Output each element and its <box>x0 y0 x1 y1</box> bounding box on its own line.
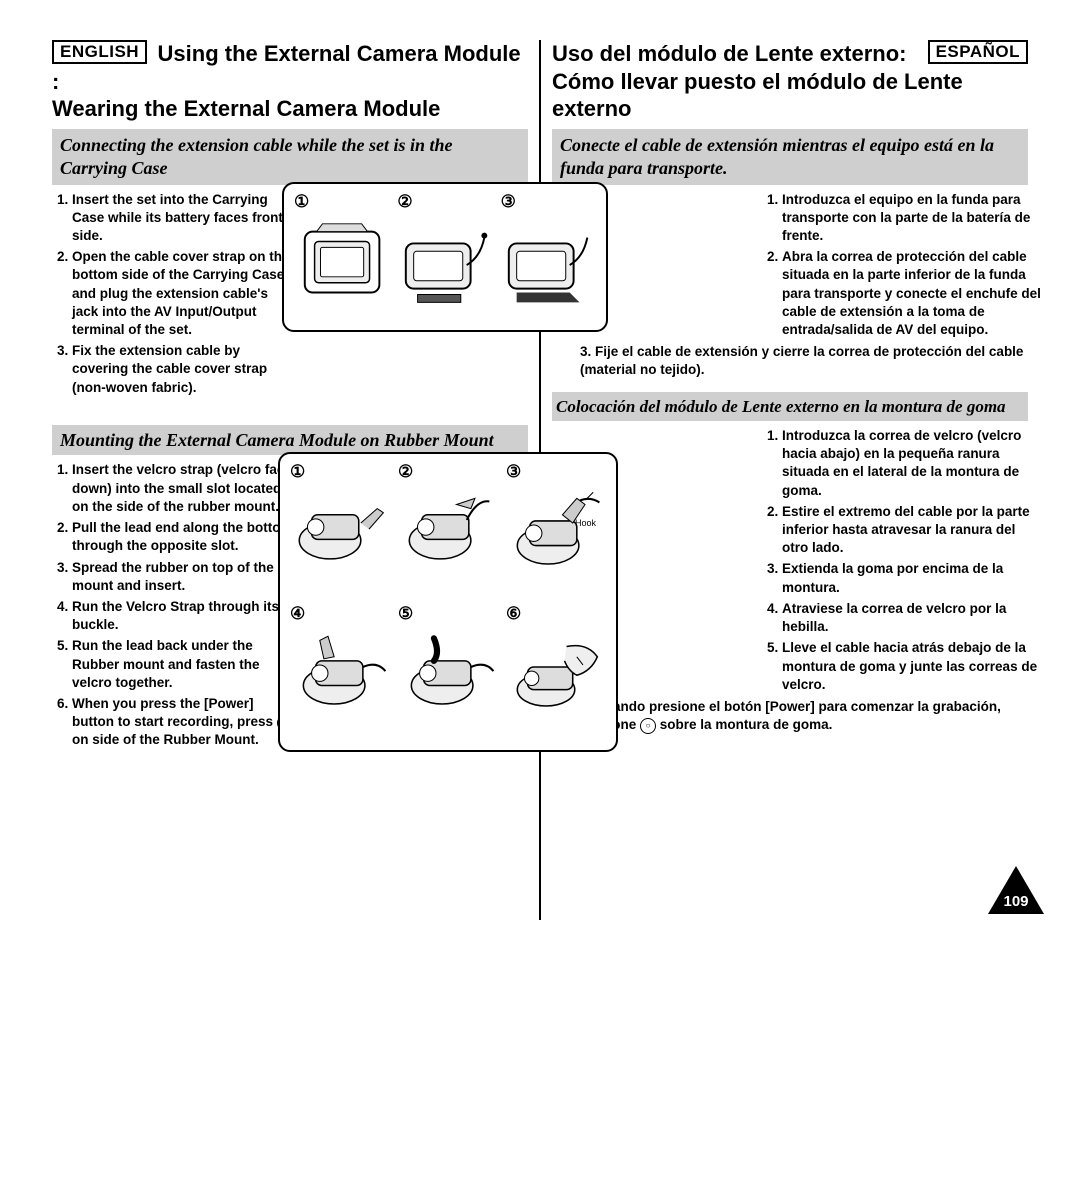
mount-diagram-2 <box>397 484 500 576</box>
sec2-en-step: Run the lead back under the Rubber mount… <box>72 637 294 692</box>
mount-diagram-5 <box>397 626 500 718</box>
mount-diagram-3 <box>505 484 608 576</box>
sec1-heading-es: Conecte el cable de extensión mientras e… <box>552 129 1028 185</box>
carrying-case-diagram-1 <box>293 214 391 312</box>
sec2-steps-en: Insert the velcro strap (velcro face dow… <box>52 461 294 749</box>
fig1-num-3: ③ <box>501 192 516 212</box>
mount-diagram-4 <box>289 626 392 718</box>
sec1-steps-es: Introduzca el equipo en la funda para tr… <box>762 191 1044 340</box>
fig2-num-4: ④ <box>290 604 305 624</box>
sec1-en-step: Open the cable cover strap on the bottom… <box>72 248 294 339</box>
sec2-en-step: Spread the rubber on top of the mount an… <box>72 559 294 595</box>
figure-carrying-case: ① ② ③ <box>282 182 608 332</box>
sec2-es-step: Atraviese la correa de velcro por la heb… <box>782 600 1044 636</box>
carrying-case-diagram-3 <box>499 214 597 312</box>
fig1-num-1: ① <box>294 192 309 212</box>
lang-badge-spanish: ESPAÑOL <box>928 40 1028 64</box>
sec2-heading-en: Mounting the External Camera Module on R… <box>52 425 528 456</box>
sec1-en-step: Fix the extension cable by covering the … <box>72 342 294 397</box>
sec2-en-step: Run the Velcro Strap through its buckle. <box>72 598 294 634</box>
page-number: 109 <box>1003 893 1028 910</box>
fig2-num-2: ② <box>398 462 413 482</box>
fig2-num-6: ⑥ <box>506 604 521 624</box>
sec1-es-step: Introduzca el equipo en la funda para tr… <box>782 191 1044 246</box>
hook-label: Hook <box>575 518 596 528</box>
sec2-heading-es: Colocación del módulo de Lente externo e… <box>552 392 1028 421</box>
sec2-es-step: Estire el extremo del cable por la parte… <box>782 503 1044 558</box>
mount-diagram-6 <box>505 626 608 718</box>
sec1-steps-en: Insert the set into the Carrying Case wh… <box>52 191 294 397</box>
sec2-en-step6: When you press the [Power] button to sta… <box>72 695 294 750</box>
carrying-case-diagram-2 <box>396 214 494 312</box>
sec2-es-step: Introduzca la correa de velcro (velcro h… <box>782 427 1044 500</box>
mount-diagram-1 <box>289 484 392 576</box>
sec2-es-step: Lleve el cable hacia atrás debajo de la … <box>782 639 1044 694</box>
title-es-line1: Uso del módulo de Lente externo: <box>552 41 906 66</box>
sec2-es-step: Extienda la goma por encima de la montur… <box>782 560 1044 596</box>
fig1-num-2: ② <box>397 192 412 212</box>
lang-badge-english: ENGLISH <box>52 40 147 64</box>
fig2-num-5: ⑤ <box>398 604 413 624</box>
sec2-steps-es: Introduzca la correa de velcro (velcro h… <box>762 427 1044 694</box>
sec1-en-step: Insert the set into the Carrying Case wh… <box>72 191 294 246</box>
title-es-line2: Cómo llevar puesto el módulo de Lente ex… <box>552 69 963 122</box>
fig2-num-1: ① <box>290 462 305 482</box>
sec1-es-step3: 3. Fije el cable de extensión y cierre l… <box>552 343 1028 379</box>
sec2-es-step6: 6. Cuando presione el botón [Power] para… <box>552 698 1028 734</box>
rec-icon: ○ <box>640 718 656 734</box>
sec2-en-step: Insert the velcro strap (velcro face dow… <box>72 461 294 516</box>
title-en-line2: Wearing the External Camera Module <box>52 96 440 121</box>
sec2-en-step: Pull the lead end along the bottom throu… <box>72 519 294 555</box>
sec1-es-step: Abra la correa de protección del cable s… <box>782 248 1044 339</box>
figure-rubber-mount: ① ② ③ Hook <box>278 452 618 752</box>
page-number-badge: 109 <box>986 864 1046 916</box>
fig2-num-3: ③ <box>506 462 521 482</box>
sec1-heading-en: Connecting the extension cable while the… <box>52 129 528 185</box>
